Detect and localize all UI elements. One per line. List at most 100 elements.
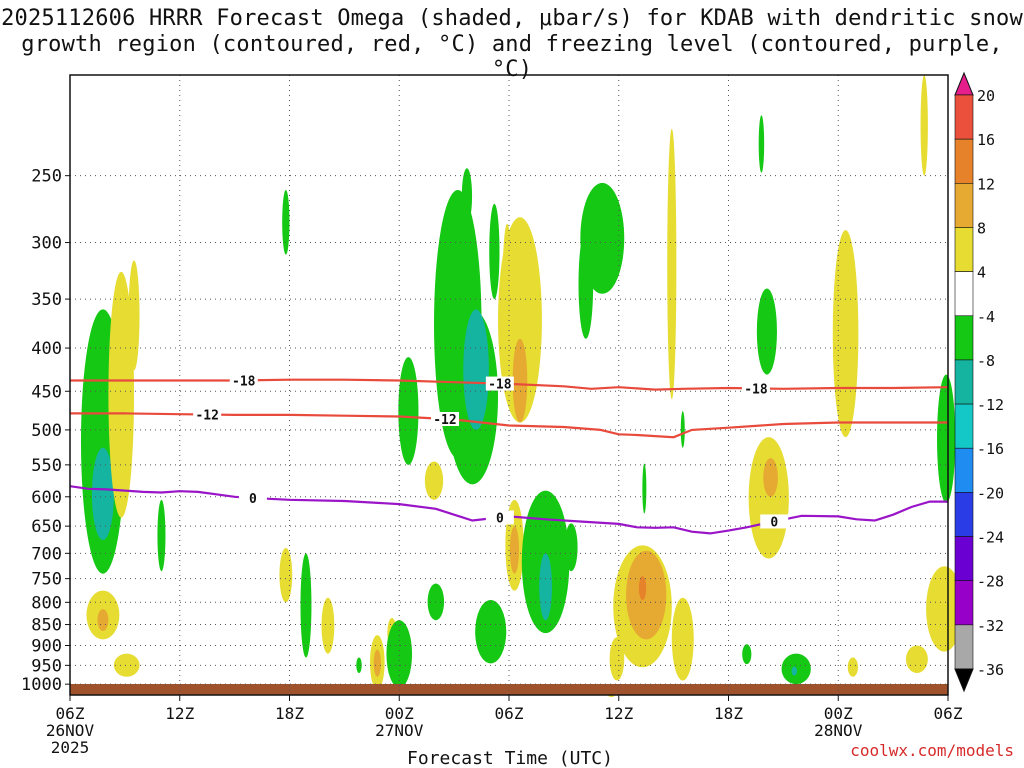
omega-region-up-33 — [564, 523, 578, 572]
y-tick-label-850: 850 — [31, 616, 62, 636]
omega-region-up-51 — [742, 644, 752, 665]
contour-label-bg-2-1 — [485, 510, 514, 525]
temperature-contours: -18 -18 -18 -12 -12 0 0 0 — [69, 373, 949, 535]
omega-region-down-26 — [424, 461, 444, 500]
contour-label-2-1: 0 — [496, 511, 504, 526]
omega-region-up-16 — [386, 620, 413, 688]
omega-region-down-13 — [373, 649, 381, 677]
y-tick-label-550: 550 — [31, 456, 62, 476]
x-tick-label-30: 12Z — [604, 704, 633, 723]
omega-region-down-3 — [128, 260, 140, 371]
omega-region-down-53 — [847, 657, 859, 677]
x-axis-label: Forecast Time (UTC) — [407, 748, 613, 768]
colorbar-label-12: 16 — [977, 131, 995, 149]
colorbar-label-8: -4 — [977, 308, 995, 326]
contour-label-2-0: 0 — [249, 492, 257, 507]
y-tick-label-700: 700 — [31, 544, 62, 564]
y-tick-label-400: 400 — [31, 339, 62, 359]
omega-region-up-14 — [356, 657, 362, 673]
chart-title-line2: growth region (contoured, red, °C) and f… — [21, 32, 1003, 82]
x-tick-label-36: 18Z — [714, 704, 743, 723]
contour-line-2 — [69, 485, 948, 535]
colorbar-label-10: 8 — [977, 220, 986, 238]
omega-region-up-17 — [398, 357, 419, 465]
omega-region-up-21 — [461, 168, 473, 224]
chart-title-line1: 2025112606 HRRR Forecast Omega (shaded, … — [1, 6, 1023, 31]
x-tick-label-6: 12Z — [165, 704, 194, 723]
contour-label-1-1: -12 — [433, 413, 456, 428]
credit-link[interactable]: coolwx.com/models — [850, 741, 1014, 760]
x-tick-label-48: 06Z — [934, 704, 963, 723]
colorbar-label-6: -12 — [977, 396, 1004, 414]
y-tick-label-900: 900 — [31, 637, 62, 657]
omega-region-down-55 — [905, 645, 928, 673]
x-tick-label-18: 00Z — [385, 704, 414, 723]
colorbar-seg-11 — [954, 183, 974, 228]
colorbar-label-1: -32 — [977, 617, 1004, 635]
y-tick-label-800: 800 — [31, 593, 62, 613]
y-tick-label-650: 650 — [31, 517, 62, 537]
colorbar-seg-8 — [954, 315, 974, 361]
omega-region-down-54 — [920, 75, 928, 176]
omega-region-down-11 — [321, 597, 335, 654]
colorbar-seg-5 — [954, 447, 974, 493]
contour-label-bg-0-1 — [485, 376, 514, 391]
colorbar-seg-3 — [954, 536, 974, 581]
omega-region-down-48 — [763, 458, 778, 497]
colorbar-seg-12 — [954, 138, 974, 184]
omega-region-down-42 — [671, 597, 694, 681]
contour-line-1 — [70, 412, 948, 439]
omega-region-up-20 — [463, 309, 489, 430]
contour-label-bg-1-1 — [430, 411, 459, 426]
omega-region-down-41 — [609, 637, 625, 681]
y-tick-label-950: 950 — [31, 656, 62, 676]
x-tick-date-18: 27NOV — [375, 721, 424, 740]
x-tick-date-42: 28NOV — [814, 721, 863, 740]
omega-region-down-28 — [509, 526, 520, 574]
contour-label-bg-2-0 — [238, 491, 267, 506]
y-tick-label-450: 450 — [31, 382, 62, 402]
ground-band-rect — [70, 684, 948, 695]
x-tick-label-24: 06Z — [495, 704, 524, 723]
omega-region-up-44 — [680, 411, 685, 448]
omega-region-down-25 — [512, 338, 528, 423]
omega-region-up-32 — [475, 600, 507, 664]
colorbar-seg-6 — [954, 403, 974, 449]
ground-band — [70, 684, 948, 695]
contour-label-0-0: -18 — [232, 374, 256, 389]
omega-region-down-47 — [748, 437, 789, 559]
colorbar-top-arrow — [954, 71, 974, 96]
y-tick-label-750: 750 — [31, 570, 62, 590]
colorbar-seg-2 — [954, 580, 974, 626]
omega-region-down-6 — [113, 653, 140, 677]
y-tick-label-300: 300 — [31, 234, 62, 254]
omega-region-up-45 — [758, 115, 765, 173]
colorbar-label-11: 12 — [977, 175, 995, 193]
omega-region-up-35 — [578, 230, 594, 339]
omega-region-down-39 — [626, 550, 667, 640]
omega-region-down-5 — [97, 609, 109, 631]
colorbar-seg-7 — [954, 359, 974, 405]
omega-region-up-1 — [91, 447, 114, 540]
omega-region-down-37 — [667, 128, 677, 400]
omega-region-down-40 — [638, 576, 647, 601]
omega-region-up-31 — [539, 553, 552, 621]
omega-region-up-10 — [300, 553, 312, 658]
pressure-axis: 2503003504004505005506006507007508008509… — [21, 167, 70, 695]
x-tick-label-0: 06Z — [56, 704, 85, 723]
omega-region-down-56 — [926, 566, 963, 652]
omega-region-up-22 — [489, 203, 500, 300]
y-tick-label-250: 250 — [31, 167, 62, 187]
colorbar-label-13: 20 — [977, 87, 995, 105]
y-tick-label-1000: 1000 — [21, 675, 62, 695]
colorbar-seg-9 — [954, 271, 974, 317]
colorbar-seg-4 — [954, 492, 974, 537]
contour-label-0-1: -18 — [488, 378, 512, 393]
colorbar-label-7: -8 — [977, 352, 995, 370]
x-tick-year-0: 2025 — [51, 738, 90, 757]
contour-label-bg-2-2 — [760, 514, 789, 529]
colorbar-seg-13 — [954, 94, 974, 140]
contour-label-0-2: -18 — [744, 382, 768, 397]
